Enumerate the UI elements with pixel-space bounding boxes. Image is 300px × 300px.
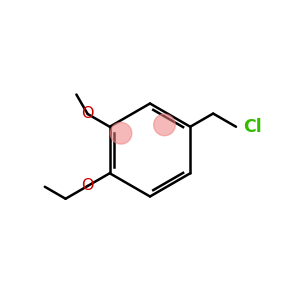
- Text: O: O: [81, 106, 94, 122]
- Circle shape: [154, 114, 175, 136]
- Text: Cl: Cl: [244, 118, 262, 136]
- Circle shape: [110, 122, 132, 144]
- Text: O: O: [81, 178, 94, 194]
